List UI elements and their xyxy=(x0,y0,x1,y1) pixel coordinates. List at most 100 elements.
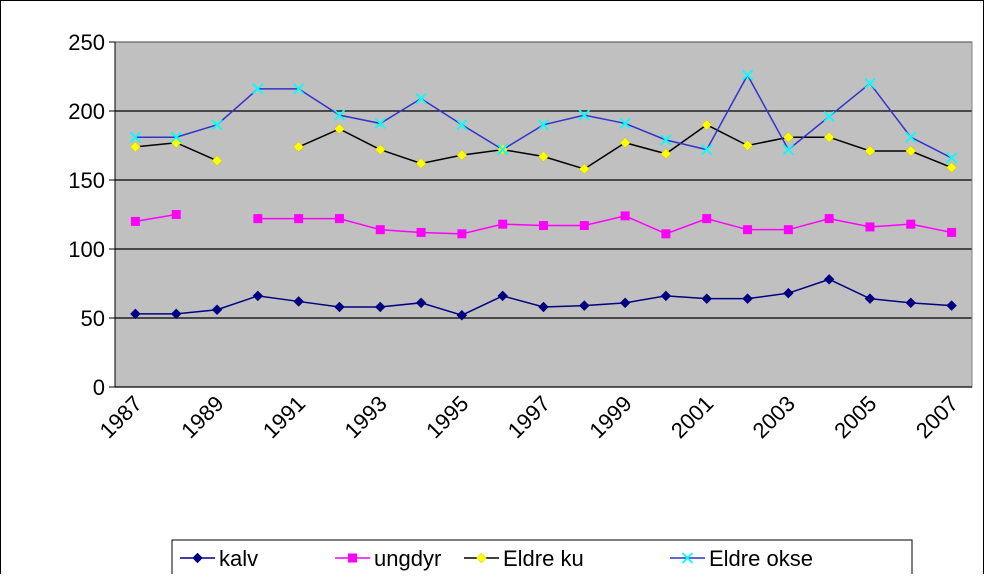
marker xyxy=(742,293,753,305)
marker xyxy=(497,290,509,302)
marker xyxy=(415,297,427,309)
marker xyxy=(619,137,631,149)
marker xyxy=(252,290,264,302)
marker xyxy=(497,144,509,156)
marker xyxy=(578,163,590,175)
marker xyxy=(743,225,753,235)
marker xyxy=(701,119,713,131)
marker xyxy=(660,148,672,160)
marker xyxy=(702,214,712,224)
marker xyxy=(334,301,345,313)
marker xyxy=(865,222,875,232)
marker xyxy=(823,110,835,123)
plot xyxy=(129,69,958,321)
marker xyxy=(130,216,140,226)
marker xyxy=(348,553,357,563)
marker xyxy=(457,229,467,239)
marker xyxy=(783,225,793,235)
marker xyxy=(253,214,263,224)
marker xyxy=(293,83,305,95)
marker xyxy=(333,109,346,121)
marker xyxy=(864,145,876,157)
marker xyxy=(619,297,631,309)
marker xyxy=(538,301,549,313)
marker xyxy=(660,290,672,302)
marker xyxy=(375,225,385,235)
y-tick-label: 0 xyxy=(93,375,105,400)
marker xyxy=(824,214,834,224)
legend-label: Eldre okse xyxy=(709,546,813,571)
marker xyxy=(578,109,590,121)
marker xyxy=(945,152,958,164)
marker xyxy=(783,287,794,299)
marker xyxy=(620,211,630,221)
marker xyxy=(946,162,957,173)
marker xyxy=(293,141,304,153)
marker xyxy=(498,219,508,229)
legend-label: ungdyr xyxy=(374,546,441,571)
marker xyxy=(415,158,427,169)
marker xyxy=(906,219,916,229)
y-tick-label: 150 xyxy=(68,168,105,193)
marker xyxy=(171,210,181,219)
marker xyxy=(130,308,141,320)
marker xyxy=(701,144,713,156)
marker xyxy=(538,151,549,162)
plot-area xyxy=(115,42,972,387)
marker xyxy=(129,131,142,143)
marker xyxy=(374,144,386,155)
marker xyxy=(579,221,589,231)
legend-label: Eldre ku xyxy=(503,546,584,571)
marker xyxy=(456,149,468,161)
marker xyxy=(782,144,794,156)
marker xyxy=(946,300,957,311)
marker xyxy=(374,301,386,313)
marker xyxy=(294,214,304,224)
marker xyxy=(864,293,876,305)
legend xyxy=(171,539,913,579)
marker xyxy=(211,119,223,131)
marker xyxy=(334,214,344,224)
marker xyxy=(823,274,835,285)
legend-items: kalv ungdyr Eldre ku Eldre okse xyxy=(180,546,813,571)
marker xyxy=(864,77,876,90)
marker xyxy=(661,229,671,239)
marker xyxy=(170,308,182,320)
marker xyxy=(701,293,713,305)
y-tick-label: 250 xyxy=(68,30,105,55)
marker xyxy=(741,69,754,81)
marker xyxy=(211,155,223,167)
marker xyxy=(578,300,590,311)
marker xyxy=(374,117,386,130)
y-tick-label: 100 xyxy=(68,237,105,262)
marker xyxy=(293,296,304,307)
marker xyxy=(415,92,427,105)
marker xyxy=(170,131,182,143)
marker xyxy=(192,552,203,564)
marker xyxy=(783,131,794,143)
marker xyxy=(456,309,468,321)
legend-label: kalv xyxy=(219,546,258,571)
marker xyxy=(619,117,631,130)
marker xyxy=(130,141,141,153)
marker xyxy=(211,304,223,316)
marker xyxy=(416,227,426,237)
series-line xyxy=(135,213,952,235)
marker xyxy=(823,131,835,143)
marker xyxy=(252,83,264,95)
marker xyxy=(681,552,694,564)
marker xyxy=(947,227,957,237)
marker xyxy=(539,221,548,231)
y-tick-label: 50 xyxy=(81,306,105,331)
y-tick-label: 200 xyxy=(68,99,105,124)
marker xyxy=(905,297,917,309)
marker xyxy=(742,140,753,151)
marker xyxy=(905,145,917,157)
marker xyxy=(537,119,550,131)
marker xyxy=(905,131,917,143)
marker xyxy=(334,123,345,135)
marker xyxy=(456,119,468,131)
marker xyxy=(476,552,487,564)
